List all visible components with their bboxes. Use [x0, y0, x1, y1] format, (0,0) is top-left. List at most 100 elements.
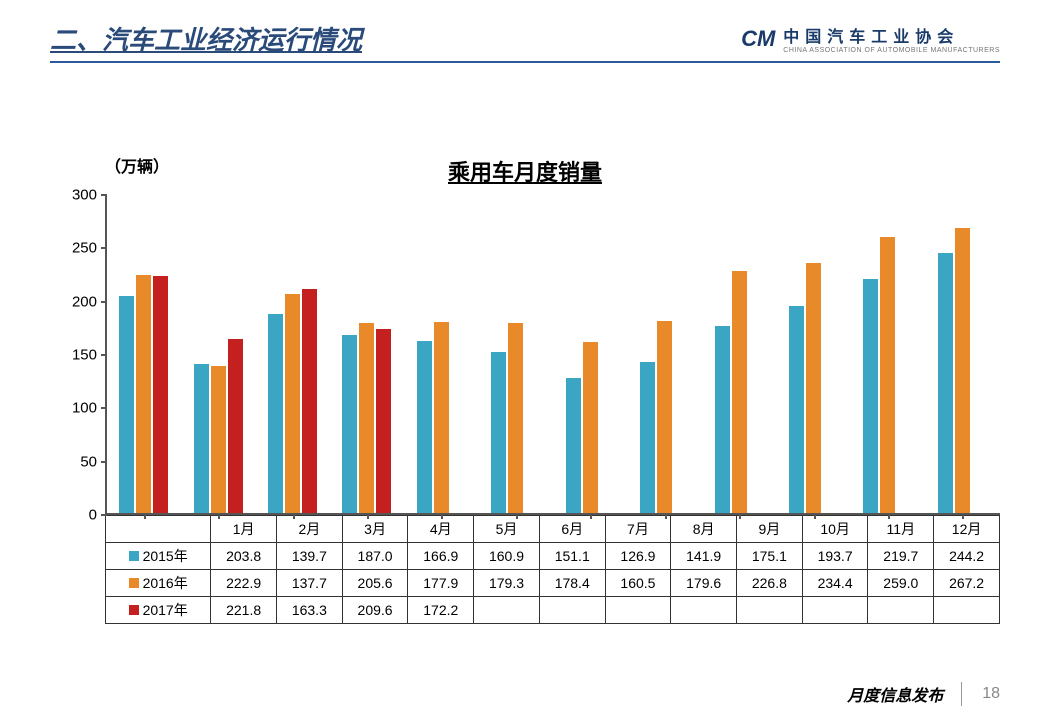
- data-cell: 126.9: [605, 543, 671, 570]
- series-header: 2017年: [106, 597, 211, 624]
- series-name: 2017年: [143, 600, 188, 620]
- y-axis: 050100150200250300: [50, 195, 105, 515]
- month-slot: [479, 195, 553, 513]
- data-cell: 163.3: [277, 597, 343, 624]
- y-tick: 150: [72, 347, 97, 364]
- month-slot: [926, 195, 1000, 513]
- month-header: 12月: [934, 516, 1000, 543]
- table-corner: [106, 516, 211, 543]
- bar: [715, 326, 730, 513]
- chart-title: 乘用车月度销量: [50, 155, 1000, 187]
- data-table: 1月2月3月4月5月6月7月8月9月10月11月12月2015年203.8139…: [105, 515, 1000, 624]
- data-cell: 160.9: [474, 543, 540, 570]
- bar: [789, 306, 804, 513]
- bar: [566, 378, 581, 513]
- series-name: 2016年: [143, 573, 188, 593]
- data-cell: [605, 597, 671, 624]
- data-cell: 244.2: [934, 543, 1000, 570]
- bar: [302, 289, 317, 513]
- data-cell: 193.7: [802, 543, 868, 570]
- data-cell: 137.7: [277, 570, 343, 597]
- bar: [640, 362, 655, 513]
- y-tick: 100: [72, 400, 97, 417]
- bar: [285, 294, 300, 513]
- chart-area: （万辆） 乘用车月度销量 050100150200250300 1月2月3月4月…: [50, 153, 1000, 624]
- bar-plot: [105, 195, 1000, 515]
- month-header: 7月: [605, 516, 671, 543]
- data-cell: 205.6: [342, 570, 408, 597]
- data-cell: 222.9: [211, 570, 277, 597]
- y-tick: 300: [72, 187, 97, 204]
- page-footer: 月度信息发布 18: [847, 682, 1000, 706]
- bar: [268, 314, 283, 513]
- month-slot: [330, 195, 404, 513]
- org-logo: CM 中国汽车工业协会 CHINA ASSOCIATION OF AUTOMOB…: [741, 23, 1000, 54]
- data-cell: [671, 597, 737, 624]
- month-header: 9月: [737, 516, 803, 543]
- month-slot: [256, 195, 330, 513]
- legend-swatch-icon: [129, 578, 139, 588]
- bar: [938, 253, 953, 513]
- page-title: 二、汽车工业经济运行情况: [50, 20, 362, 57]
- bar: [732, 271, 747, 513]
- month-slot: [181, 195, 255, 513]
- month-header: 4月: [408, 516, 474, 543]
- bar: [806, 263, 821, 513]
- bar: [211, 366, 226, 513]
- bar: [583, 342, 598, 513]
- month-header: 10月: [802, 516, 868, 543]
- month-slot: [405, 195, 479, 513]
- series-header: 2015年: [106, 543, 211, 570]
- month-slot: [851, 195, 925, 513]
- bar: [508, 323, 523, 513]
- data-cell: 177.9: [408, 570, 474, 597]
- data-cell: [474, 597, 540, 624]
- month-slot: [554, 195, 628, 513]
- data-cell: 141.9: [671, 543, 737, 570]
- bar: [342, 335, 357, 513]
- bar: [417, 341, 432, 513]
- data-cell: 179.3: [474, 570, 540, 597]
- bar: [880, 237, 895, 513]
- data-cell: 172.2: [408, 597, 474, 624]
- data-cell: 259.0: [868, 570, 934, 597]
- month-header: 3月: [342, 516, 408, 543]
- bar: [955, 228, 970, 513]
- y-tick: 250: [72, 240, 97, 257]
- data-cell: 203.8: [211, 543, 277, 570]
- month-header: 5月: [474, 516, 540, 543]
- logo-text: 中国汽车工业协会 CHINA ASSOCIATION OF AUTOMOBILE…: [783, 23, 1000, 54]
- data-cell: 178.4: [539, 570, 605, 597]
- y-tick: 0: [89, 507, 97, 524]
- series-name: 2015年: [143, 546, 188, 566]
- bar: [491, 352, 506, 513]
- legend-swatch-icon: [129, 551, 139, 561]
- bar: [136, 275, 151, 513]
- month-header: 1月: [211, 516, 277, 543]
- month-slot: [702, 195, 776, 513]
- data-cell: 226.8: [737, 570, 803, 597]
- month-header: 6月: [539, 516, 605, 543]
- data-cell: 179.6: [671, 570, 737, 597]
- data-cell: 221.8: [211, 597, 277, 624]
- data-cell: 219.7: [868, 543, 934, 570]
- data-cell: 151.1: [539, 543, 605, 570]
- legend-swatch-icon: [129, 605, 139, 615]
- bar: [194, 364, 209, 513]
- month-slot: [628, 195, 702, 513]
- footer-label: 月度信息发布: [847, 682, 962, 706]
- data-cell: 187.0: [342, 543, 408, 570]
- data-cell: [868, 597, 934, 624]
- header-bar: 二、汽车工业经济运行情况 CM 中国汽车工业协会 CHINA ASSOCIATI…: [50, 20, 1000, 63]
- logo-mark-icon: CM: [741, 26, 775, 52]
- logo-cn: 中国汽车工业协会: [783, 23, 1000, 47]
- page-number: 18: [982, 685, 1000, 703]
- data-cell: [802, 597, 868, 624]
- data-cell: 175.1: [737, 543, 803, 570]
- plot-row: 050100150200250300: [50, 195, 1000, 515]
- data-cell: [934, 597, 1000, 624]
- bar: [228, 339, 243, 513]
- bar: [359, 323, 374, 513]
- bar: [153, 276, 168, 513]
- bar: [119, 296, 134, 513]
